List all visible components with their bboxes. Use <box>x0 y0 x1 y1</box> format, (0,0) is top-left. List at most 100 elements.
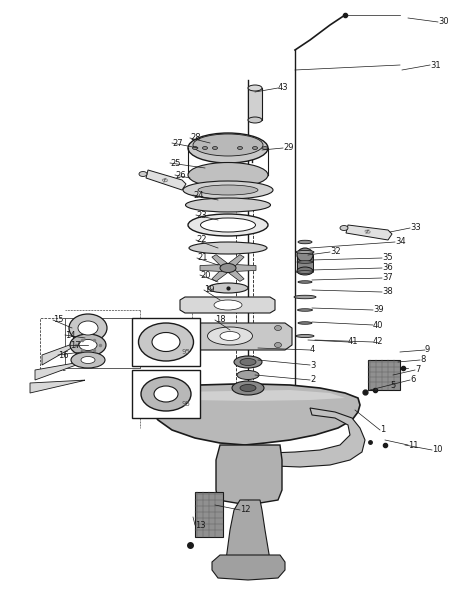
Ellipse shape <box>297 248 313 262</box>
Text: 95: 95 <box>182 349 191 355</box>
Ellipse shape <box>274 326 282 330</box>
Ellipse shape <box>234 356 262 368</box>
Ellipse shape <box>71 352 105 368</box>
Bar <box>195 492 223 537</box>
Text: 31: 31 <box>430 60 441 69</box>
Ellipse shape <box>212 146 218 149</box>
Text: 40: 40 <box>373 320 383 329</box>
Text: 22: 22 <box>196 235 207 244</box>
Ellipse shape <box>192 146 198 149</box>
Polygon shape <box>30 380 85 393</box>
Polygon shape <box>234 264 256 272</box>
Ellipse shape <box>248 117 262 123</box>
Ellipse shape <box>220 264 236 273</box>
Ellipse shape <box>193 134 263 156</box>
Ellipse shape <box>298 281 312 284</box>
Ellipse shape <box>154 386 178 402</box>
Text: 7: 7 <box>415 365 420 374</box>
Ellipse shape <box>152 332 180 352</box>
Text: 14: 14 <box>65 330 75 340</box>
Ellipse shape <box>198 185 258 195</box>
Ellipse shape <box>297 261 313 263</box>
Text: 38: 38 <box>382 288 393 297</box>
Polygon shape <box>168 390 345 401</box>
Ellipse shape <box>188 214 268 236</box>
Text: 95: 95 <box>182 401 191 407</box>
Ellipse shape <box>201 218 255 232</box>
Text: 42: 42 <box>373 338 383 347</box>
Text: 6: 6 <box>410 376 415 385</box>
Ellipse shape <box>263 146 267 149</box>
Ellipse shape <box>253 146 257 149</box>
Text: 17: 17 <box>70 341 81 350</box>
Text: 20: 20 <box>200 270 210 279</box>
Text: 39: 39 <box>373 305 383 314</box>
Polygon shape <box>200 264 222 272</box>
Ellipse shape <box>232 381 264 395</box>
Text: 25: 25 <box>170 158 181 167</box>
Ellipse shape <box>298 240 312 244</box>
Text: 34: 34 <box>395 238 406 246</box>
Text: 33: 33 <box>410 223 421 232</box>
Polygon shape <box>146 170 186 190</box>
Ellipse shape <box>69 314 107 342</box>
Polygon shape <box>212 255 228 267</box>
Ellipse shape <box>202 146 208 149</box>
Ellipse shape <box>294 295 316 299</box>
Text: 10: 10 <box>432 445 443 455</box>
Ellipse shape <box>70 334 106 356</box>
Text: 35: 35 <box>382 253 392 262</box>
Polygon shape <box>228 255 244 267</box>
Bar <box>368 360 400 390</box>
Ellipse shape <box>141 377 191 411</box>
Text: 95: 95 <box>161 176 169 184</box>
Text: 27: 27 <box>172 138 182 147</box>
Text: 24: 24 <box>193 190 203 199</box>
Text: 4: 4 <box>310 346 315 355</box>
Bar <box>132 318 200 366</box>
Text: 15: 15 <box>53 315 64 324</box>
Ellipse shape <box>298 321 312 324</box>
Ellipse shape <box>298 309 312 311</box>
Polygon shape <box>226 500 270 572</box>
Text: 43: 43 <box>278 84 289 93</box>
Ellipse shape <box>188 163 268 187</box>
Ellipse shape <box>296 250 314 253</box>
Ellipse shape <box>183 181 273 199</box>
Text: 29: 29 <box>283 143 293 152</box>
Ellipse shape <box>340 226 348 231</box>
Ellipse shape <box>220 332 240 341</box>
Text: 23: 23 <box>196 211 207 220</box>
Text: 2: 2 <box>310 376 315 385</box>
Text: 3: 3 <box>310 361 315 370</box>
Ellipse shape <box>185 198 271 212</box>
Polygon shape <box>168 323 292 350</box>
Ellipse shape <box>139 172 147 176</box>
Ellipse shape <box>237 370 259 379</box>
Ellipse shape <box>214 300 242 310</box>
Text: 16: 16 <box>58 350 69 359</box>
Polygon shape <box>228 269 244 281</box>
Ellipse shape <box>189 242 267 254</box>
Text: 19: 19 <box>204 285 215 294</box>
Ellipse shape <box>240 385 256 391</box>
Text: 11: 11 <box>408 441 419 450</box>
Polygon shape <box>216 445 282 505</box>
Text: 1: 1 <box>380 426 385 435</box>
Text: 41: 41 <box>348 338 358 347</box>
Text: 28: 28 <box>190 134 201 143</box>
Bar <box>132 370 200 418</box>
Text: 21: 21 <box>197 253 208 262</box>
Ellipse shape <box>179 343 185 347</box>
Text: 8: 8 <box>420 356 425 364</box>
Text: 95: 95 <box>364 229 372 235</box>
Ellipse shape <box>297 267 313 275</box>
Ellipse shape <box>208 283 248 293</box>
Ellipse shape <box>138 323 193 361</box>
Polygon shape <box>212 555 285 580</box>
Text: 36: 36 <box>382 264 393 273</box>
Polygon shape <box>35 361 89 380</box>
Text: 30: 30 <box>438 17 448 26</box>
Ellipse shape <box>78 321 98 335</box>
Polygon shape <box>346 225 392 240</box>
